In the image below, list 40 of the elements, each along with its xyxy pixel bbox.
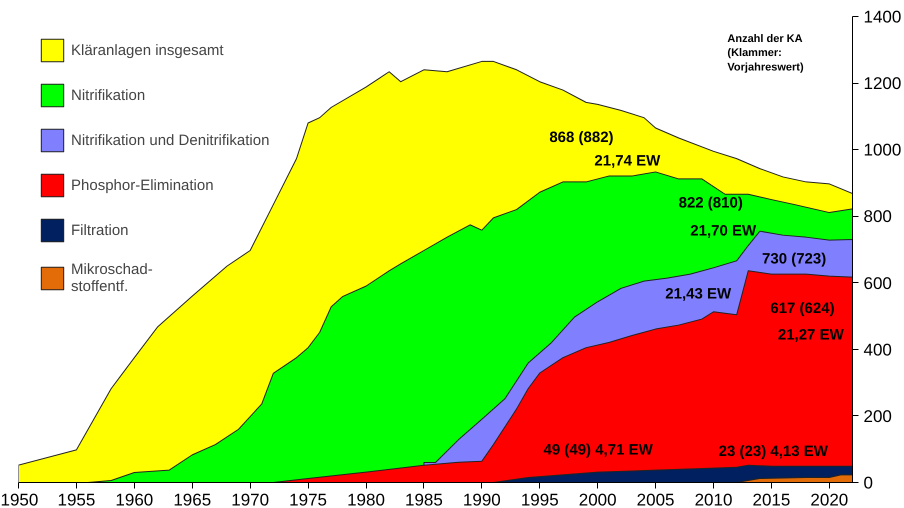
x-tick-label: 2015: [752, 490, 790, 508]
x-tick-label: 1960: [115, 490, 154, 508]
legend-label: Phosphor-Elimination: [71, 176, 214, 194]
y-tick-label: 1200: [864, 74, 902, 94]
annotation: 822 (810): [678, 194, 743, 212]
annotation: 21,27 EW: [778, 326, 845, 344]
legend-label: Filtration: [71, 222, 129, 238]
annotation: 617 (624): [770, 300, 835, 318]
annotation: 868 (882): [549, 129, 614, 146]
legend-label: Mikroschad- stoffentf.: [71, 261, 153, 295]
x-tick-label: 1980: [347, 490, 385, 508]
y-tick-label: 800: [864, 207, 892, 226]
y-tick-label: 0: [864, 474, 873, 492]
annotation: 730 (723): [762, 250, 826, 268]
y-tick-label: 400: [864, 340, 892, 360]
x-tick-label: 1995: [520, 490, 559, 508]
x-tick-label: 1975: [289, 490, 327, 508]
x-tick-label: 1985: [405, 490, 443, 508]
annotation: 21,43 EW: [665, 286, 732, 303]
x-tick-label: 1955: [58, 490, 96, 508]
x-tick-label: 2000: [578, 490, 617, 508]
annotation: Anzahl der KA (Klammer: Vorjahreswert): [727, 32, 804, 74]
annotation: 21,74 EW: [594, 152, 662, 170]
annotation: 21,70 EW: [690, 222, 758, 240]
legend-label: Nitrifikation: [71, 86, 146, 104]
legend-label: Kläranlagen insgesamt: [71, 42, 224, 58]
y-tick-label: 1000: [864, 140, 902, 160]
x-tick-label: 1990: [462, 490, 501, 508]
y-tick-label: 200: [864, 406, 892, 426]
x-tick-label: 2020: [810, 490, 848, 508]
x-tick-label: 1970: [231, 490, 270, 508]
x-tick-label: 1965: [173, 490, 212, 508]
x-tick-label: 2005: [636, 490, 674, 508]
x-tick-label: 2010: [694, 490, 732, 508]
x-tick-label: 1950: [0, 490, 38, 508]
y-tick-label: 1400: [864, 8, 902, 26]
annotation: 23 (23) 4,13 EW: [718, 443, 829, 460]
annotation: 49 (49) 4,71 EW: [544, 441, 654, 458]
y-tick-label: 600: [864, 274, 892, 293]
legend-label: Nitrifikation und Denitrifikation: [71, 132, 270, 148]
